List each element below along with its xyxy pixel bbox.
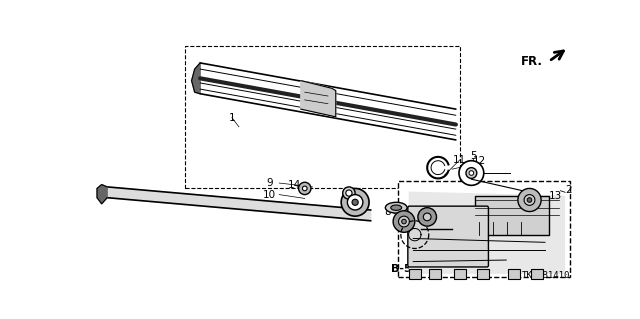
FancyBboxPatch shape <box>408 206 488 267</box>
Text: FR.: FR. <box>521 55 543 68</box>
Text: 10: 10 <box>263 189 276 200</box>
Circle shape <box>518 189 541 211</box>
Text: 6: 6 <box>415 240 422 250</box>
Bar <box>408 269 421 278</box>
Circle shape <box>466 168 477 178</box>
Circle shape <box>527 198 532 202</box>
Circle shape <box>348 195 363 210</box>
Text: 9: 9 <box>267 178 273 188</box>
Circle shape <box>341 189 369 216</box>
Circle shape <box>459 161 484 185</box>
Circle shape <box>393 211 415 232</box>
Text: 11: 11 <box>453 155 467 165</box>
Circle shape <box>469 171 474 175</box>
Text: TK84B1410: TK84B1410 <box>522 271 570 280</box>
Polygon shape <box>107 187 371 221</box>
Polygon shape <box>191 63 200 94</box>
Text: 7: 7 <box>398 224 405 234</box>
Circle shape <box>423 213 431 221</box>
Circle shape <box>399 216 410 227</box>
Text: 13: 13 <box>548 191 562 201</box>
Circle shape <box>418 208 436 226</box>
Text: 5: 5 <box>470 151 477 161</box>
Circle shape <box>352 199 358 205</box>
Text: B-52-10: B-52-10 <box>390 264 439 274</box>
Circle shape <box>346 190 352 196</box>
Text: 3: 3 <box>410 206 417 217</box>
Ellipse shape <box>385 202 407 213</box>
Polygon shape <box>97 185 107 204</box>
Text: 12: 12 <box>472 157 486 167</box>
Bar <box>184 46 460 189</box>
Text: 4: 4 <box>408 220 415 230</box>
Bar <box>397 181 570 277</box>
Bar <box>429 269 441 278</box>
Polygon shape <box>301 81 336 117</box>
Text: 2: 2 <box>565 185 572 195</box>
Bar <box>454 269 466 278</box>
Circle shape <box>298 182 311 195</box>
Circle shape <box>303 186 307 191</box>
Circle shape <box>402 219 406 224</box>
Bar <box>508 269 520 278</box>
Text: 1: 1 <box>228 113 236 122</box>
Text: 14: 14 <box>288 180 301 189</box>
Bar <box>477 269 489 278</box>
Text: 8: 8 <box>385 207 391 217</box>
Circle shape <box>343 187 355 199</box>
Bar <box>531 269 543 278</box>
Circle shape <box>524 195 535 205</box>
Polygon shape <box>410 192 564 273</box>
Bar <box>476 196 549 235</box>
Ellipse shape <box>391 205 402 210</box>
